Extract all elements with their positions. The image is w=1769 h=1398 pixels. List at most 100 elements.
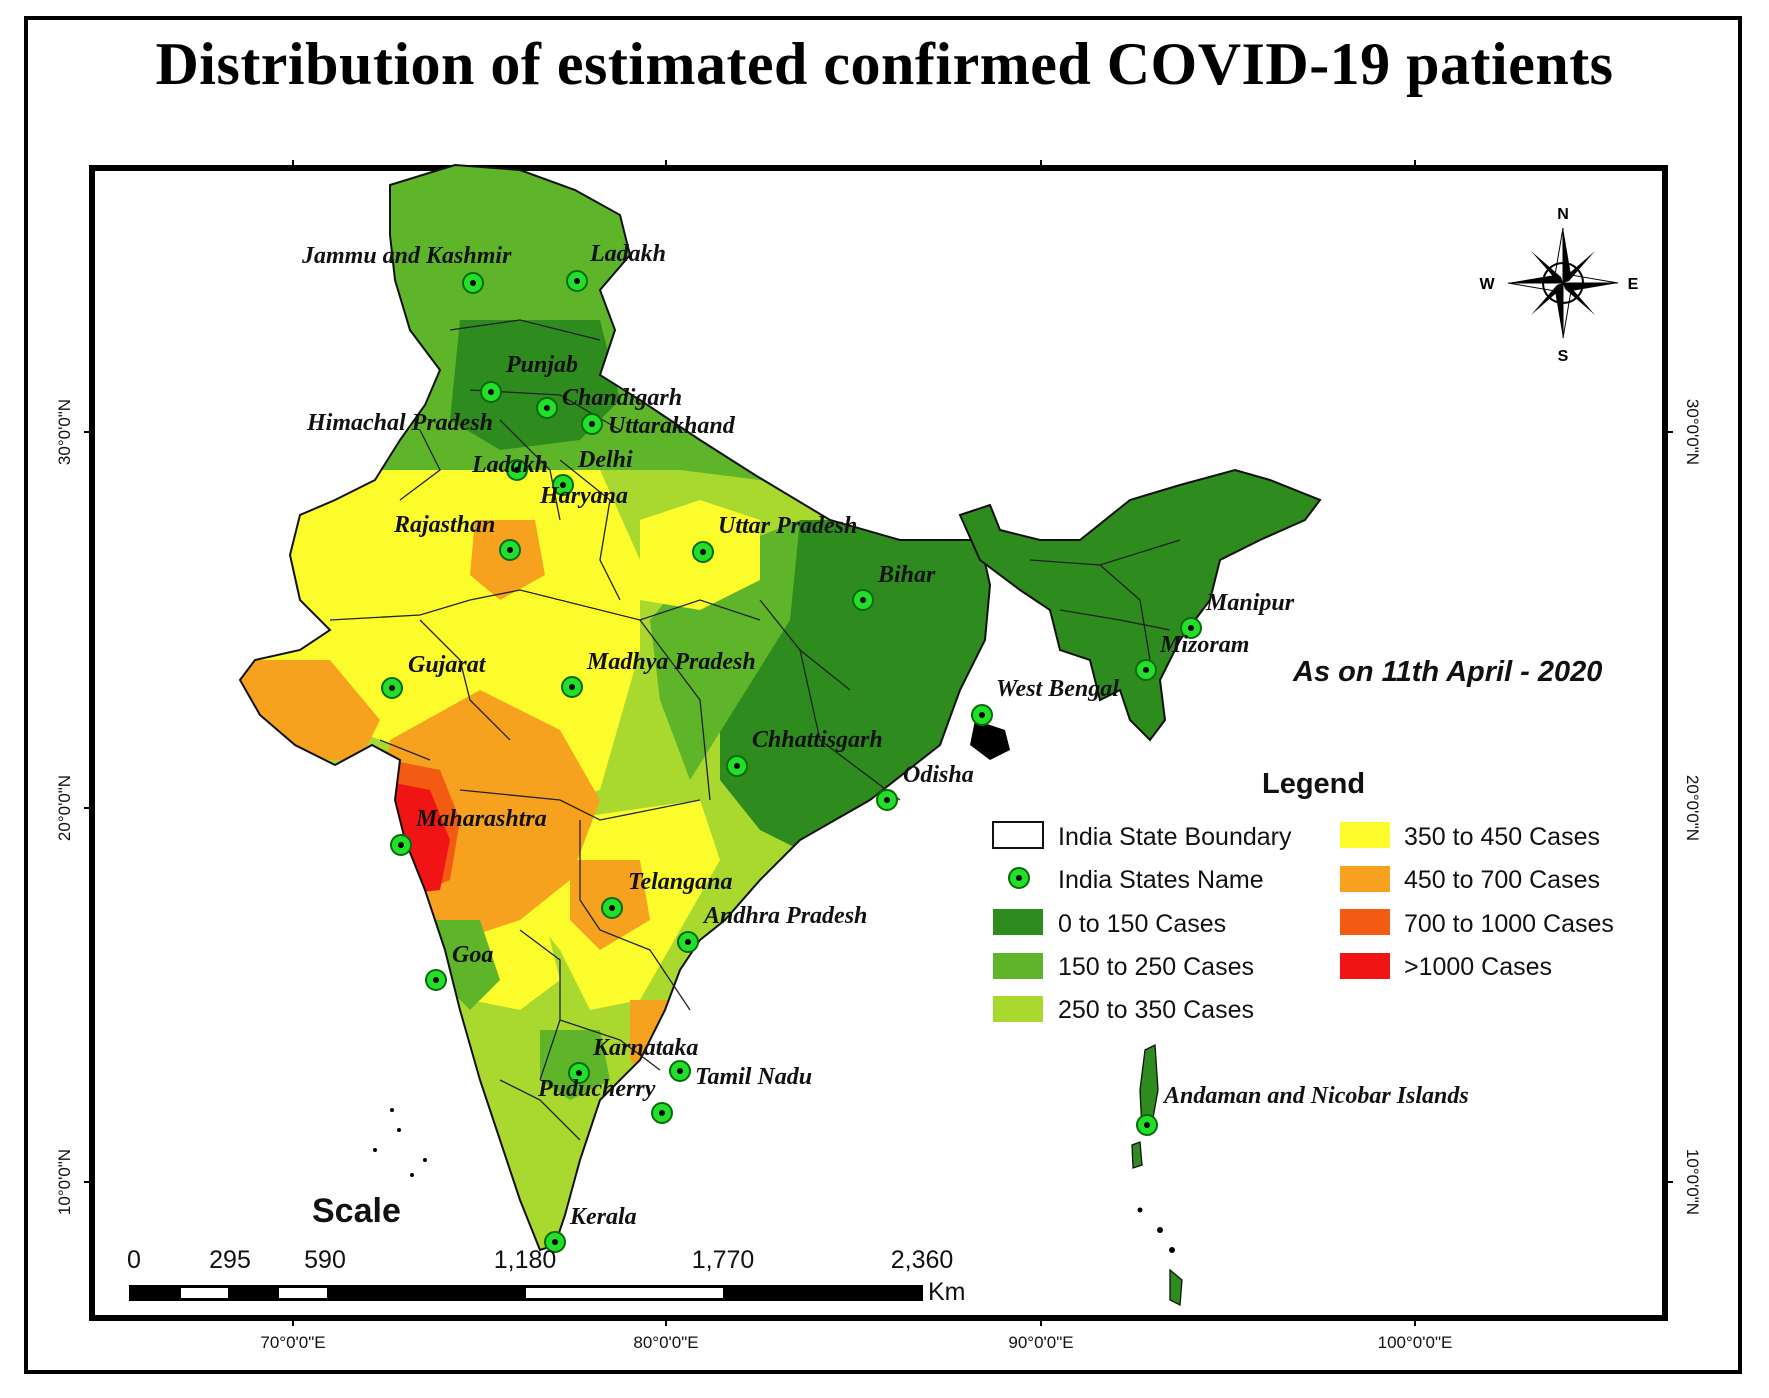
- state-label-bihar: Bihar: [877, 562, 936, 588]
- state-label-goa: Goa: [452, 942, 493, 968]
- state-marker[interactable]: [552, 474, 574, 496]
- lat-label-right: 20°0'0"N: [1683, 775, 1702, 841]
- legend-swatch: [1340, 822, 1390, 848]
- lat-label-left: 30°0'0"N: [55, 399, 74, 465]
- date-note: As on 11th April - 2020: [1292, 656, 1602, 688]
- state-marker[interactable]: [971, 704, 993, 726]
- state-label-ladakh-2: Ladakh: [471, 452, 548, 478]
- legend-swatch: [1340, 909, 1390, 935]
- legend-swatch: [993, 996, 1043, 1022]
- lat-label-left: 20°0'0"N: [55, 775, 74, 841]
- state-marker[interactable]: [852, 589, 874, 611]
- state-label-mizoram: Mizoram: [1159, 632, 1249, 658]
- lat-label-right: 30°0'0"N: [1683, 399, 1702, 465]
- legend: Legend India State Boundary India States…: [992, 768, 1614, 1024]
- state-marker[interactable]: [561, 676, 583, 698]
- compass-north: N: [1557, 206, 1569, 223]
- map-frame: [89, 165, 1668, 1321]
- compass-south: S: [1558, 348, 1569, 365]
- state-label-andhra-pradesh: Andhra Pradesh: [702, 903, 867, 929]
- state-label-chhattisgarh: Chhattisgarh: [752, 727, 883, 753]
- legend-label: 150 to 250 Cases: [1058, 953, 1254, 981]
- lakshadweep-islands: [373, 1108, 1175, 1253]
- lat-label-left: 10°0'0"N: [55, 1149, 74, 1215]
- scale-tick: 2,360: [891, 1246, 954, 1274]
- legend-label: 250 to 350 Cases: [1058, 996, 1254, 1024]
- state-label-puducherry: Puducherry: [537, 1076, 656, 1102]
- state-marker[interactable]: [692, 541, 714, 563]
- legend-label: 0 to 150 Cases: [1058, 910, 1226, 938]
- state-marker[interactable]: [381, 677, 403, 699]
- scale-tick: 295: [209, 1246, 251, 1274]
- compass-west: W: [1479, 276, 1495, 293]
- state-marker[interactable]: [480, 381, 502, 403]
- state-label-chandigarh: Chandigarh: [562, 385, 682, 411]
- compass-east: E: [1628, 276, 1639, 293]
- state-marker[interactable]: [1136, 1114, 1158, 1136]
- legend-label: 350 to 450 Cases: [1404, 823, 1600, 851]
- frame-ticks: [84, 160, 1673, 1326]
- lon-label: 70°0'0"E: [260, 1333, 325, 1352]
- state-marker[interactable]: [1135, 659, 1157, 681]
- state-marker[interactable]: [568, 1062, 590, 1084]
- scale-tick: 1,770: [692, 1246, 755, 1274]
- axis-labels: 70°0'0"E 80°0'0"E 90°0'0"E 100°0'0"E 30°…: [55, 399, 1702, 1352]
- state-marker[interactable]: [566, 270, 588, 292]
- legend-swatch: [993, 909, 1043, 935]
- state-marker[interactable]: [425, 969, 447, 991]
- lon-label: 80°0'0"E: [633, 1333, 698, 1352]
- state-label-tamil-nadu: Tamil Nadu: [695, 1064, 812, 1090]
- state-label-maharashtra: Maharashtra: [415, 806, 547, 832]
- scale-tick: 1,180: [494, 1246, 557, 1274]
- lat-label-right: 10°0'0"N: [1683, 1149, 1702, 1215]
- state-labels-layer: Jammu and Kashmir Ladakh Punjab Chandiga…: [301, 241, 1469, 1253]
- state-marker[interactable]: [601, 897, 623, 919]
- state-label-kerala: Kerala: [569, 1204, 637, 1230]
- state-marker[interactable]: [462, 272, 484, 294]
- legend-label: India State Boundary: [1058, 823, 1292, 851]
- state-marker[interactable]: [390, 834, 412, 856]
- northeast-region: [958, 468, 1322, 760]
- andaman-nicobar-islands: [1131, 1043, 1183, 1307]
- state-marker[interactable]: [536, 397, 558, 419]
- state-marker[interactable]: [726, 755, 748, 777]
- figure-frame: [24, 16, 1742, 1374]
- lon-label: 100°0'0"E: [1378, 1333, 1453, 1352]
- state-marker[interactable]: [581, 413, 603, 435]
- legend-swatch-boundary: [992, 821, 1044, 849]
- state-marker[interactable]: [506, 459, 528, 481]
- state-marker[interactable]: [1180, 617, 1202, 639]
- state-marker[interactable]: [544, 1231, 566, 1253]
- scale-tick: 0: [127, 1246, 141, 1274]
- state-marker[interactable]: [876, 789, 898, 811]
- state-label-odisha: Odisha: [903, 762, 974, 788]
- state-label-uttarakhand: Uttarakhand: [608, 413, 736, 439]
- lon-label: 90°0'0"E: [1008, 1333, 1073, 1352]
- state-marker[interactable]: [499, 539, 521, 561]
- scale-unit: Km: [928, 1278, 966, 1306]
- map-title: Distribution of estimated confirmed COVI…: [155, 31, 1614, 97]
- legend-swatch: [1340, 953, 1390, 979]
- legend-label: India States Name: [1058, 866, 1264, 894]
- legend-swatch: [1340, 866, 1390, 892]
- scale-title: Scale: [312, 1192, 401, 1230]
- state-marker[interactable]: [651, 1102, 673, 1124]
- state-label-rajasthan: Rajasthan: [393, 512, 495, 538]
- state-label-jammu-and-kashmir: Jammu and Kashmir: [301, 243, 512, 269]
- state-label-himachal-pradesh: Himachal Pradesh: [306, 410, 493, 436]
- legend-swatch: [993, 953, 1043, 979]
- state-label-karnataka: Karnataka: [592, 1035, 698, 1061]
- mainland-choropleth: [240, 165, 990, 1250]
- legend-title: Legend: [1262, 768, 1365, 800]
- state-label-telangana: Telangana: [628, 869, 732, 895]
- legend-label: 450 to 700 Cases: [1404, 866, 1600, 894]
- state-marker[interactable]: [669, 1060, 691, 1082]
- state-label-madhya-pradesh: Madhya Pradesh: [586, 649, 756, 675]
- scale-tick: 590: [304, 1246, 346, 1274]
- compass-rose-icon: N S E W: [1479, 206, 1638, 365]
- state-marker[interactable]: [677, 931, 699, 953]
- state-label-andaman-and-nicobar: Andaman and Nicobar Islands: [1162, 1083, 1469, 1109]
- state-label-haryana: Haryana: [539, 483, 628, 509]
- state-label-ladakh: Ladakh: [589, 241, 666, 267]
